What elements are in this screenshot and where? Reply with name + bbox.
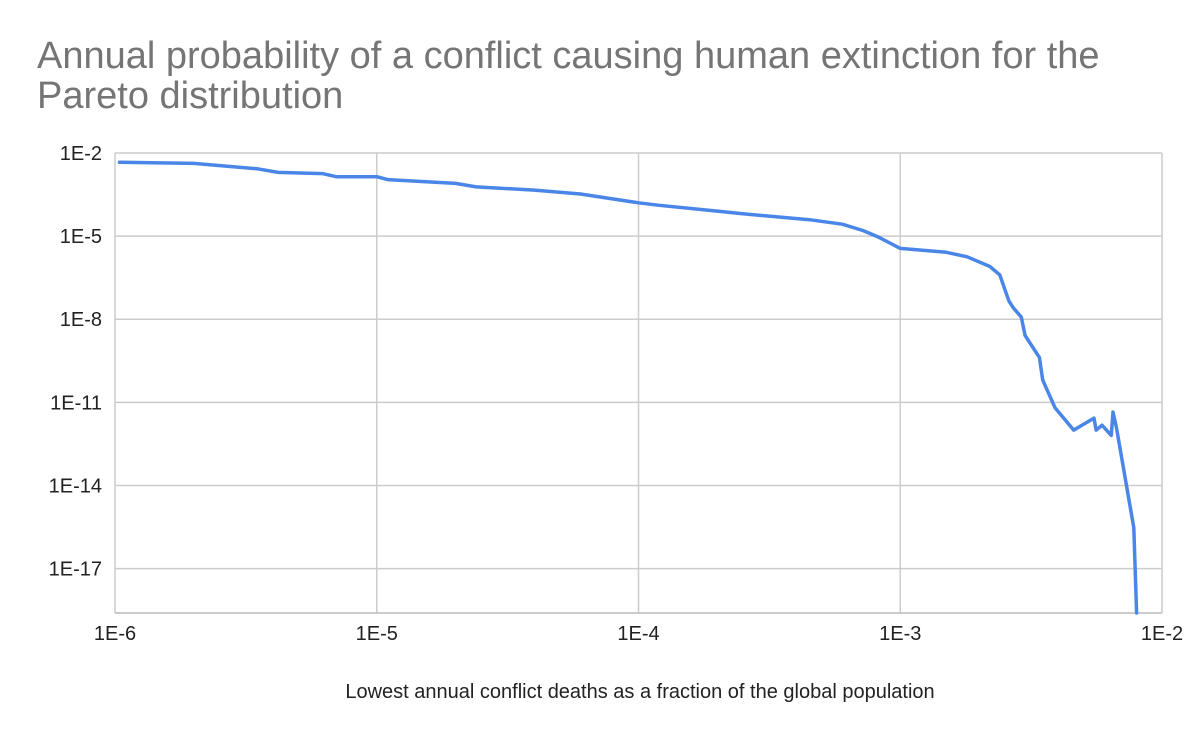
data-point <box>899 247 902 250</box>
data-point <box>1112 411 1114 413</box>
data-point <box>475 186 478 188</box>
data-point <box>1133 526 1135 529</box>
x-tick-label: 1E-6 <box>94 623 136 645</box>
data-point <box>878 236 880 239</box>
y-tick-label: 1E-14 <box>49 475 102 497</box>
data-point <box>1115 427 1118 429</box>
y-tick-label: 1E-2 <box>60 143 102 165</box>
data-point <box>1095 429 1097 431</box>
data-point <box>1024 334 1026 337</box>
horizontal-gridlines <box>115 152 1162 570</box>
y-tick-label: 1E-5 <box>60 226 102 248</box>
x-tick-label: 1E-2 <box>1141 623 1183 645</box>
data-point <box>841 223 843 225</box>
data-point <box>966 255 968 258</box>
data-point <box>1038 356 1041 359</box>
data-point <box>579 193 582 195</box>
data-point <box>335 175 338 178</box>
vertical-gridlines <box>114 153 1163 614</box>
data-point <box>808 218 811 221</box>
data-point <box>1008 300 1010 302</box>
data-point <box>454 182 457 185</box>
data-point <box>1072 429 1075 431</box>
data-point <box>658 204 660 207</box>
data-point <box>321 172 324 175</box>
data-point <box>118 161 121 164</box>
data-point <box>741 213 744 215</box>
chart-title: Annual probability of a conflict causing… <box>37 35 1100 117</box>
data-point <box>1093 417 1095 419</box>
y-tick-label: 1E-11 <box>50 392 102 414</box>
y-tick-label: 1E-17 <box>49 559 102 581</box>
data-point <box>193 162 195 165</box>
data-point <box>1135 612 1138 614</box>
y-tick-labels: 1E-2 1E-5 1E-8 1E-11 1E-14 1E-17 <box>49 143 102 581</box>
x-axis-title: Lowest annual conflict deaths as a fract… <box>345 681 934 703</box>
x-tick-label: 1E-4 <box>617 623 659 645</box>
data-point <box>277 171 279 174</box>
series-layer <box>117 160 1139 615</box>
x-tick-label: 1E-3 <box>879 623 921 645</box>
data-point <box>1041 379 1044 381</box>
data-point <box>716 210 719 212</box>
data-point <box>989 265 991 268</box>
data-point <box>637 202 640 204</box>
data-point <box>999 274 1001 276</box>
series-line <box>117 160 1139 615</box>
data-point <box>1101 424 1103 427</box>
data-point <box>862 229 864 232</box>
x-tick-labels: 1E-6 1E-5 1E-4 1E-3 1E-2 <box>94 623 1183 645</box>
data-point <box>376 175 378 178</box>
data-point <box>533 189 536 191</box>
data-point <box>945 251 948 254</box>
y-tick-label: 1E-8 <box>60 309 102 331</box>
data-point <box>1110 434 1113 437</box>
data-point <box>1012 306 1014 309</box>
data-point <box>1054 406 1056 409</box>
data-point <box>256 168 259 170</box>
data-point <box>1020 316 1023 318</box>
x-tick-label: 1E-5 <box>356 623 398 645</box>
data-point <box>386 178 389 181</box>
